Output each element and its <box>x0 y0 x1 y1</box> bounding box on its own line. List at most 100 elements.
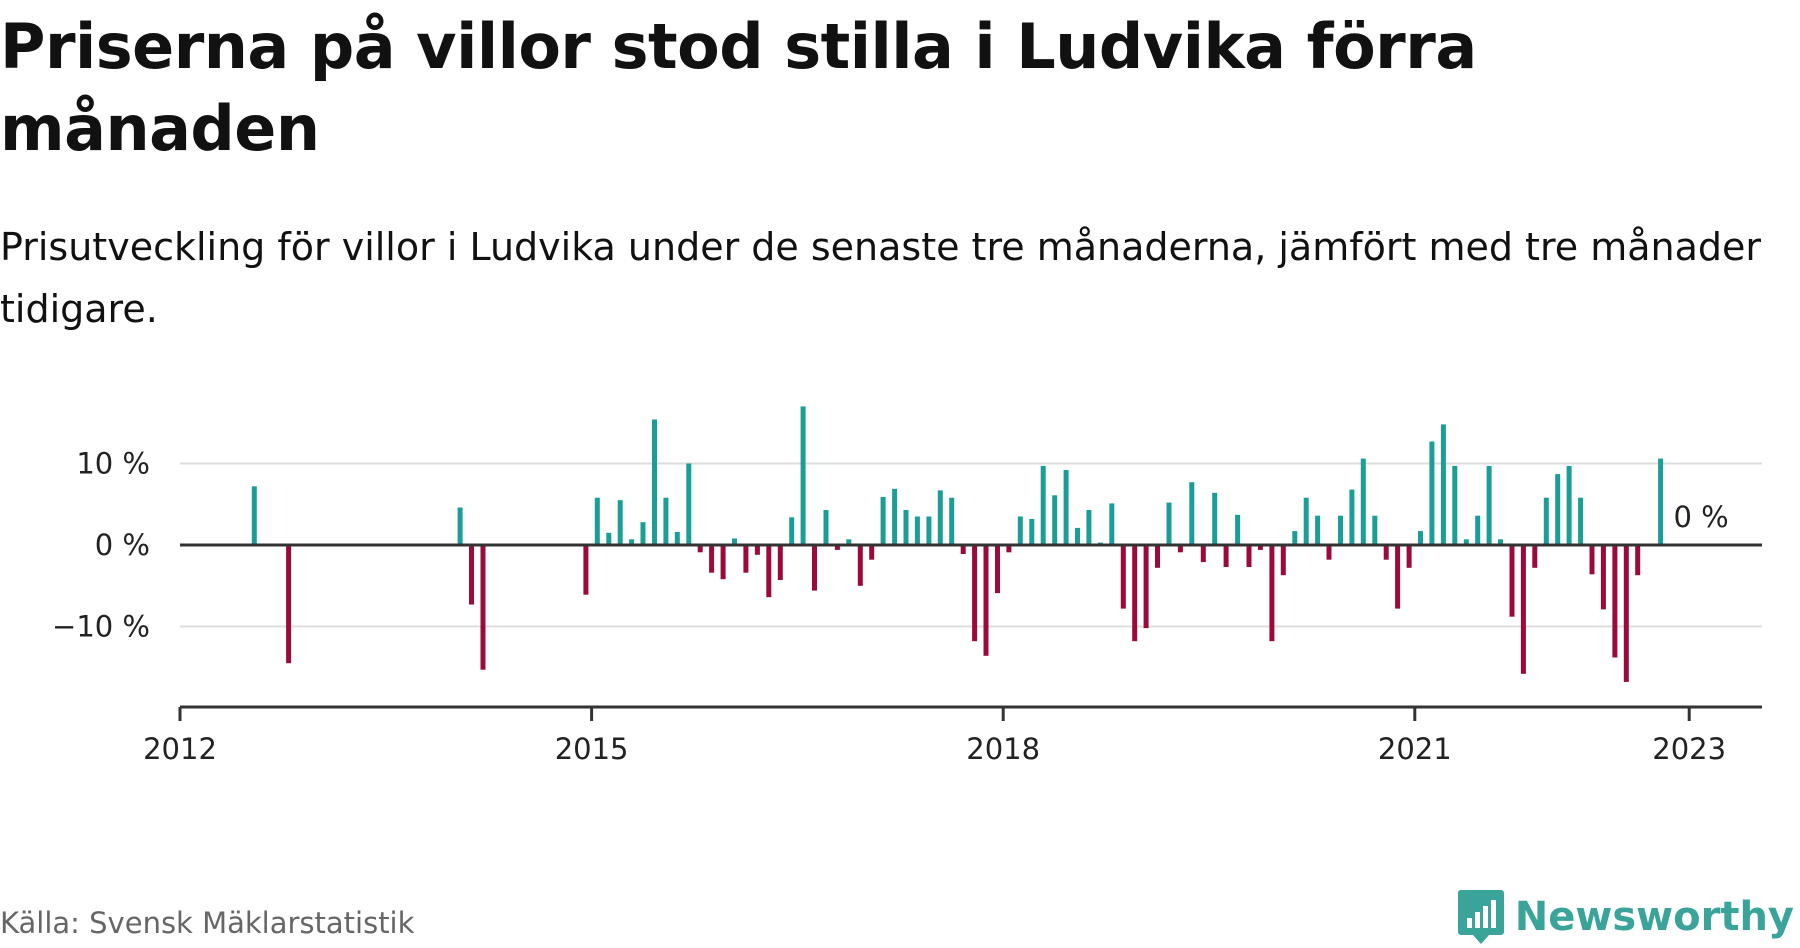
axes <box>180 543 1762 709</box>
bar <box>1658 458 1664 545</box>
bar <box>789 517 795 545</box>
bar <box>972 545 978 642</box>
bar <box>1623 545 1629 682</box>
bar <box>1429 441 1435 545</box>
bar <box>617 500 623 545</box>
bar <box>995 545 1000 594</box>
bar <box>1406 545 1412 568</box>
bar <box>960 545 966 554</box>
y-tick-label: −10 % <box>52 610 150 644</box>
x-tick-label: 2021 <box>1378 732 1452 766</box>
bar <box>834 545 840 550</box>
bar <box>1177 545 1183 553</box>
last-value-annotation: 0 % <box>1670 497 1731 537</box>
bar <box>480 545 486 670</box>
bar <box>1383 545 1389 560</box>
bar <box>286 545 292 664</box>
bar <box>903 510 909 545</box>
bar <box>629 539 635 545</box>
bar <box>1200 545 1206 563</box>
bar <box>766 545 772 598</box>
x-tick-label: 2015 <box>555 732 629 766</box>
bar <box>1509 545 1515 617</box>
bar <box>983 545 989 656</box>
bar <box>1360 458 1366 545</box>
bar-chart: 10 % 0 % −10 % 2012 2015 2018 2021 2023 0 % <box>52 406 1762 766</box>
bar <box>949 497 955 545</box>
source-note: Källa: Svensk Mäklarstatistik <box>0 906 415 940</box>
bar <box>880 496 886 545</box>
bar <box>1349 489 1355 545</box>
bar <box>457 507 463 545</box>
bar <box>857 545 863 586</box>
bar <box>1372 515 1378 545</box>
bar <box>1303 497 1309 545</box>
bar <box>926 516 932 545</box>
bar <box>1418 531 1423 545</box>
bar <box>1075 527 1080 545</box>
bar <box>686 463 692 545</box>
y-tick-label: 10 % <box>76 447 150 481</box>
bar <box>606 532 612 545</box>
grid-lines <box>180 462 1762 628</box>
bar <box>1052 495 1058 545</box>
chart-title: Priserna på villor stod stilla i Ludvika… <box>0 10 1477 165</box>
bar <box>1452 465 1458 545</box>
bar <box>697 545 703 553</box>
bar <box>1600 545 1606 610</box>
bar <box>1555 474 1561 545</box>
bar <box>1475 515 1481 545</box>
bar <box>640 522 646 545</box>
bar <box>1223 545 1229 567</box>
bar <box>1235 514 1241 545</box>
annotation-label: 0 % <box>1673 500 1728 534</box>
bar <box>1086 510 1092 545</box>
y-axis-labels: 10 % 0 % −10 % <box>52 447 150 644</box>
bar <box>1326 545 1332 560</box>
bar <box>892 488 898 545</box>
bar <box>1143 545 1149 629</box>
bar <box>743 545 749 573</box>
chart-subtitle: Prisutveckling för villor i Ludvika unde… <box>0 225 1761 331</box>
bar <box>1109 503 1115 545</box>
bar <box>1155 545 1160 568</box>
bar <box>1166 502 1172 545</box>
bar <box>1520 545 1526 674</box>
bar <box>251 486 257 545</box>
bars <box>251 406 1664 682</box>
bar <box>732 538 737 545</box>
bar <box>1635 545 1641 576</box>
bar <box>1189 482 1195 545</box>
bar <box>1578 497 1584 545</box>
x-tick-label: 2018 <box>966 732 1040 766</box>
bar <box>1132 545 1138 642</box>
bar <box>1338 515 1343 545</box>
bar <box>823 510 829 545</box>
bar <box>777 545 783 580</box>
bar <box>1120 545 1126 609</box>
bar <box>709 545 715 573</box>
brand-name: Newsworthy <box>1514 894 1794 940</box>
bar <box>1280 545 1286 576</box>
bar <box>1017 516 1023 545</box>
x-tick-label: 2012 <box>143 732 217 766</box>
bar <box>674 532 680 545</box>
x-axis-labels: 2012 2015 2018 2021 2023 <box>143 707 1726 766</box>
bar <box>720 545 726 580</box>
bar <box>1006 545 1012 553</box>
bar <box>800 406 806 545</box>
bar <box>1498 539 1503 545</box>
bar <box>1612 545 1618 658</box>
bar <box>1212 492 1218 545</box>
x-tick-label: 2023 <box>1652 732 1726 766</box>
bar <box>1566 465 1572 545</box>
bar <box>1589 545 1595 575</box>
bar <box>663 497 669 545</box>
bar <box>594 497 600 545</box>
bar <box>914 516 920 545</box>
bar <box>1315 515 1321 545</box>
bar <box>469 545 474 605</box>
newsworthy-logo: Newsworthy <box>1457 888 1794 946</box>
bar <box>1257 545 1263 550</box>
bar <box>1486 465 1492 545</box>
